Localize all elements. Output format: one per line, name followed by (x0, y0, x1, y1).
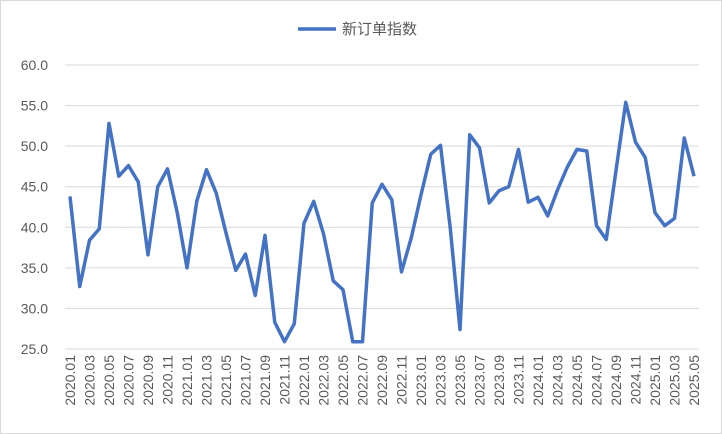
y-tick-label: 40.0 (21, 219, 48, 235)
x-tick-label: 2020.07 (121, 355, 137, 406)
y-tick-label: 35.0 (21, 260, 48, 276)
x-tick-label: 2025.05 (686, 355, 702, 406)
x-tick-label: 2024.03 (550, 355, 566, 406)
x-tick-label: 2022.01 (296, 355, 312, 406)
x-tick-label: 2024.05 (569, 355, 585, 406)
x-tick-label: 2021.11 (277, 355, 293, 405)
x-tick-label: 2025.03 (667, 355, 683, 406)
x-tick-label: 2023.01 (413, 355, 429, 406)
y-tick-label: 55.0 (21, 98, 48, 114)
x-tick-label: 2020.11 (160, 355, 176, 405)
x-tick-label: 2023.07 (472, 355, 488, 406)
x-tick-label: 2020.09 (140, 355, 156, 406)
x-tick-label: 2023.05 (452, 355, 468, 406)
x-tick-label: 2021.05 (218, 355, 234, 406)
y-tick-label: 25.0 (21, 341, 48, 357)
x-tick-label: 2023.11 (511, 355, 527, 405)
legend-label: 新订单指数 (342, 21, 417, 38)
x-tick-label: 2024.09 (608, 355, 624, 406)
x-tick-label: 2024.11 (628, 355, 644, 405)
x-tick-label: 2022.03 (316, 355, 332, 406)
x-tick-label: 2023.09 (491, 355, 507, 406)
y-tick-label: 30.0 (21, 300, 48, 316)
x-tick-label: 2024.01 (530, 355, 546, 406)
x-tick-label: 2022.05 (335, 355, 351, 406)
x-tick-label: 2024.07 (589, 355, 605, 406)
series-line (68, 100, 696, 344)
y-tick-label: 50.0 (21, 138, 48, 154)
x-tick-label: 2022.11 (394, 355, 410, 405)
x-tick-label: 2022.07 (355, 355, 371, 406)
x-tick-label: 2020.05 (101, 355, 117, 406)
x-tick-label: 2021.01 (179, 355, 195, 406)
x-tick-label: 2021.07 (238, 355, 254, 406)
y-tick-label: 60.0 (21, 57, 48, 73)
x-tick-label: 2021.03 (199, 355, 215, 406)
x-tick-label: 2021.09 (257, 355, 273, 406)
x-tick-label: 2022.09 (374, 355, 390, 406)
y-tick-label: 45.0 (21, 179, 48, 195)
x-tick-label: 2020.01 (62, 355, 78, 406)
x-tick-label: 2023.03 (433, 355, 449, 406)
x-tick-label: 2025.01 (647, 355, 663, 406)
x-tick-label: 2020.03 (82, 355, 98, 406)
